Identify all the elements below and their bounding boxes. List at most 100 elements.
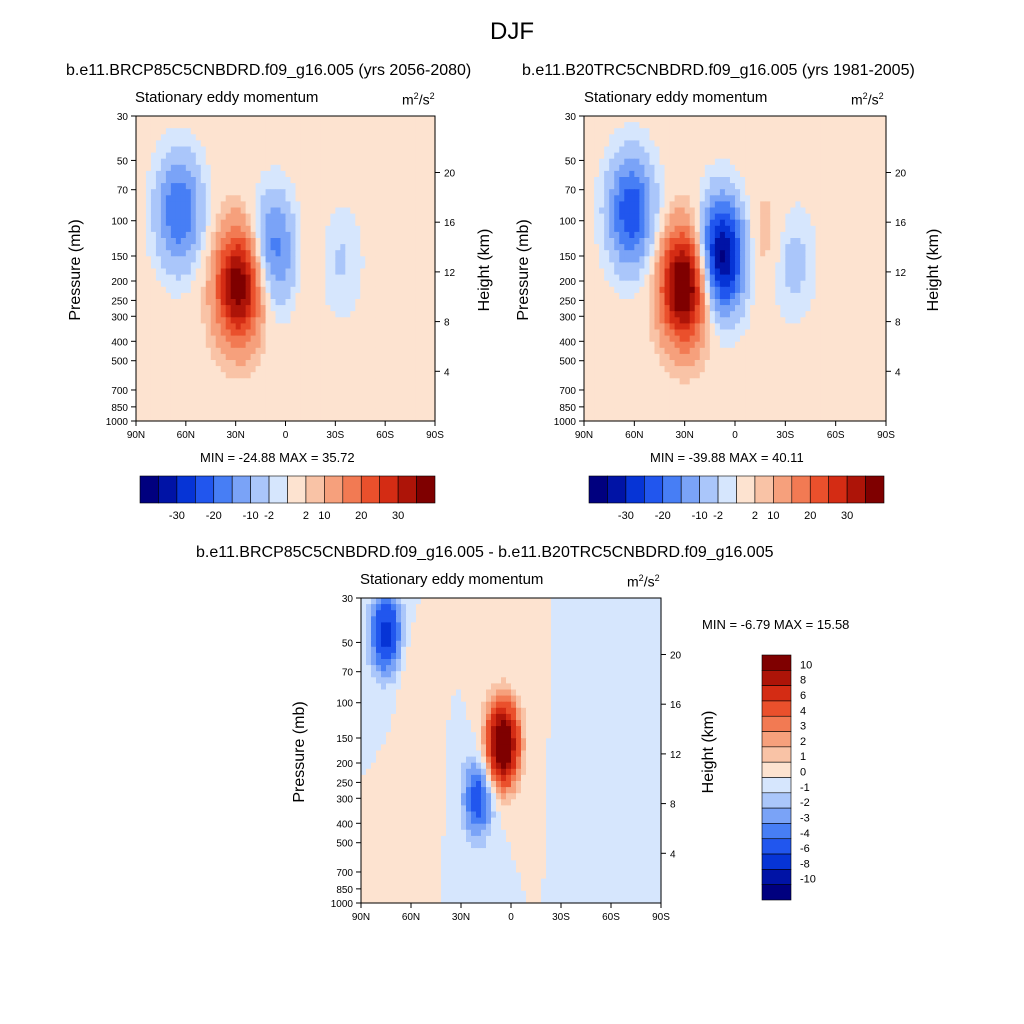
field-cell xyxy=(295,274,302,282)
field-cell xyxy=(360,378,366,385)
colorbar-label: -10 xyxy=(243,510,259,522)
field-cell xyxy=(175,360,182,367)
field-cell xyxy=(875,116,882,123)
field-cell xyxy=(654,250,661,257)
field-cell xyxy=(340,274,346,282)
field-cell xyxy=(195,299,202,306)
field-cell xyxy=(845,195,852,202)
field-cell xyxy=(335,286,341,294)
field-cell xyxy=(664,238,671,245)
field-cell xyxy=(315,366,321,373)
field-cell xyxy=(644,225,651,233)
field-cell xyxy=(745,292,751,300)
field-cell xyxy=(410,213,416,221)
field-cell xyxy=(405,183,411,190)
field-cell xyxy=(355,402,361,410)
field-cell xyxy=(714,305,721,312)
field-cell xyxy=(170,366,177,373)
field-cell xyxy=(195,140,202,148)
field-cell xyxy=(775,225,781,233)
field-cell xyxy=(714,274,721,282)
field-cell xyxy=(594,195,600,202)
field-cell xyxy=(270,305,277,312)
field-cell xyxy=(845,140,852,148)
field-cell xyxy=(150,390,157,398)
field-cell xyxy=(390,311,396,318)
field-cell xyxy=(380,323,386,331)
field-cell xyxy=(210,292,217,300)
field-cell xyxy=(285,317,292,324)
field-cell xyxy=(735,146,741,154)
field-cell xyxy=(345,219,351,227)
field-cell xyxy=(265,335,272,343)
field-cell xyxy=(410,384,416,392)
field-cell xyxy=(785,177,791,184)
field-cell xyxy=(210,390,217,398)
field-cell xyxy=(880,158,887,166)
field-cell xyxy=(815,170,822,178)
field-cell xyxy=(865,207,872,215)
field-cell xyxy=(170,323,177,331)
field-cell xyxy=(315,311,321,318)
field-cell xyxy=(290,353,297,361)
field-cell xyxy=(345,305,351,312)
field-cell xyxy=(420,244,426,251)
field-cell xyxy=(136,177,142,184)
field-cell xyxy=(200,353,207,361)
field-cell xyxy=(205,311,212,318)
field-cell xyxy=(845,274,852,282)
field-cell xyxy=(295,116,302,123)
field-cell xyxy=(220,360,227,367)
field-cell xyxy=(880,280,887,288)
field-cell xyxy=(180,177,187,184)
field-cell xyxy=(430,341,436,349)
y-tick-label: 300 xyxy=(111,312,128,323)
field-cell xyxy=(634,286,640,294)
field-cell xyxy=(260,323,267,331)
field-cell xyxy=(624,195,630,202)
field-cell xyxy=(735,122,741,129)
field-cell xyxy=(270,189,277,196)
field-cell xyxy=(165,268,172,276)
field-cell xyxy=(634,213,640,221)
field-cell xyxy=(664,256,671,263)
field-cell xyxy=(220,384,227,392)
field-cell xyxy=(200,372,207,379)
field-cell xyxy=(190,317,197,324)
field-cell xyxy=(415,189,421,196)
field-cell xyxy=(430,201,436,209)
field-cell xyxy=(255,231,262,239)
field-cell xyxy=(835,244,842,251)
field-cell xyxy=(775,256,781,263)
field-cell xyxy=(729,213,736,221)
field-cell xyxy=(589,177,595,184)
field-cell xyxy=(740,152,746,160)
field-cell xyxy=(335,213,341,221)
field-cell xyxy=(235,244,242,251)
field-cell xyxy=(875,238,882,245)
field-cell xyxy=(270,244,277,251)
field-cell xyxy=(360,170,366,178)
field-cell xyxy=(795,128,802,135)
field-cell xyxy=(400,225,406,233)
field-cell xyxy=(385,213,391,221)
field-cell xyxy=(735,280,741,288)
field-cell xyxy=(415,268,421,276)
field-cell xyxy=(694,280,701,288)
field-cell xyxy=(180,292,187,300)
field-cell xyxy=(745,177,751,184)
field-cell xyxy=(255,268,262,276)
field-cell xyxy=(200,250,207,257)
field-cell xyxy=(240,274,247,282)
field-cell xyxy=(850,207,857,215)
field-cell xyxy=(265,219,272,227)
field-cell xyxy=(345,207,351,215)
field-cell xyxy=(775,207,781,215)
field-cell xyxy=(275,286,282,294)
field-cell xyxy=(165,408,172,416)
field-cell xyxy=(614,183,620,190)
field-cell xyxy=(644,146,651,154)
field-cell xyxy=(805,274,812,282)
field-cell xyxy=(325,378,331,385)
field-cell xyxy=(305,238,312,245)
